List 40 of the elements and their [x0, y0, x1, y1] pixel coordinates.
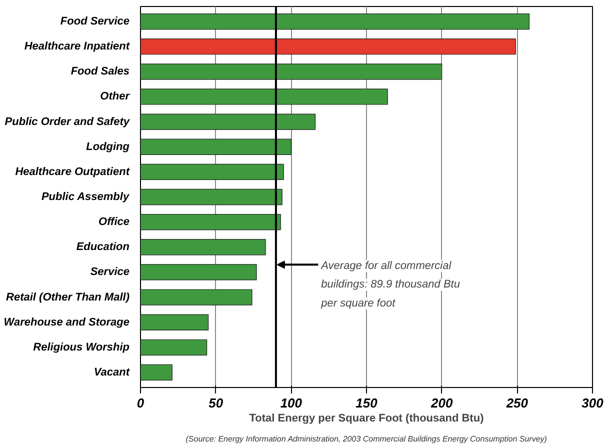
y-tick-label: Public Order and Safety	[4, 116, 130, 128]
bar	[140, 114, 316, 130]
bar	[140, 88, 388, 105]
y-tick-label: Education	[76, 241, 130, 254]
bar	[140, 188, 282, 206]
bar	[140, 289, 252, 306]
y-tick-label: Retail (Other Than Mall)	[6, 291, 130, 304]
bar	[140, 13, 530, 30]
y-tick-label: Public Assembly	[41, 191, 130, 203]
bar	[140, 214, 281, 230]
bar	[140, 164, 284, 180]
text: (Source: Energy Information Administration, 2003 Commercial Buildings Energy Consumption Survey)	[186, 434, 548, 444]
x-tick-label: 150	[356, 396, 378, 410]
bar	[140, 339, 208, 356]
x-tick-label: 100	[280, 396, 303, 410]
y-tick-label: Healthcare Outpatient	[15, 166, 131, 178]
x-tick-label: 250	[505, 396, 529, 410]
y-tick-label: Other	[100, 90, 130, 103]
x-tick-label: 50	[208, 396, 224, 410]
bar	[140, 364, 172, 381]
bar	[140, 64, 442, 80]
bar	[140, 239, 266, 256]
y-tick-label: Vacant	[94, 366, 131, 378]
x-tick-label: 200	[430, 396, 454, 410]
bar	[140, 264, 257, 280]
y-tick-label: Service	[90, 266, 130, 278]
x-tick-label: 0	[136, 396, 145, 410]
y-tick-label: Lodging	[86, 140, 130, 153]
y-tick-label: Religious Worship	[33, 341, 130, 354]
y-tick-label: Office	[98, 216, 130, 228]
ref-line-label: Average for all commercial buildings: 89.9 thousand Btu per square foot	[320, 260, 460, 310]
y-tick-label: Warehouse and Storage	[4, 316, 130, 328]
y-tick-label: Food Sales	[70, 66, 130, 78]
bar	[140, 138, 292, 155]
y-tick-label: Food Service	[60, 16, 130, 28]
bar	[140, 314, 209, 330]
x-tick-label: 300	[582, 396, 604, 410]
x-axis-title: Total Energy per Square Foot (thousand Btu)	[249, 412, 484, 424]
bar	[140, 38, 516, 55]
y-tick-label: Healthcare Inpatient	[24, 40, 131, 53]
